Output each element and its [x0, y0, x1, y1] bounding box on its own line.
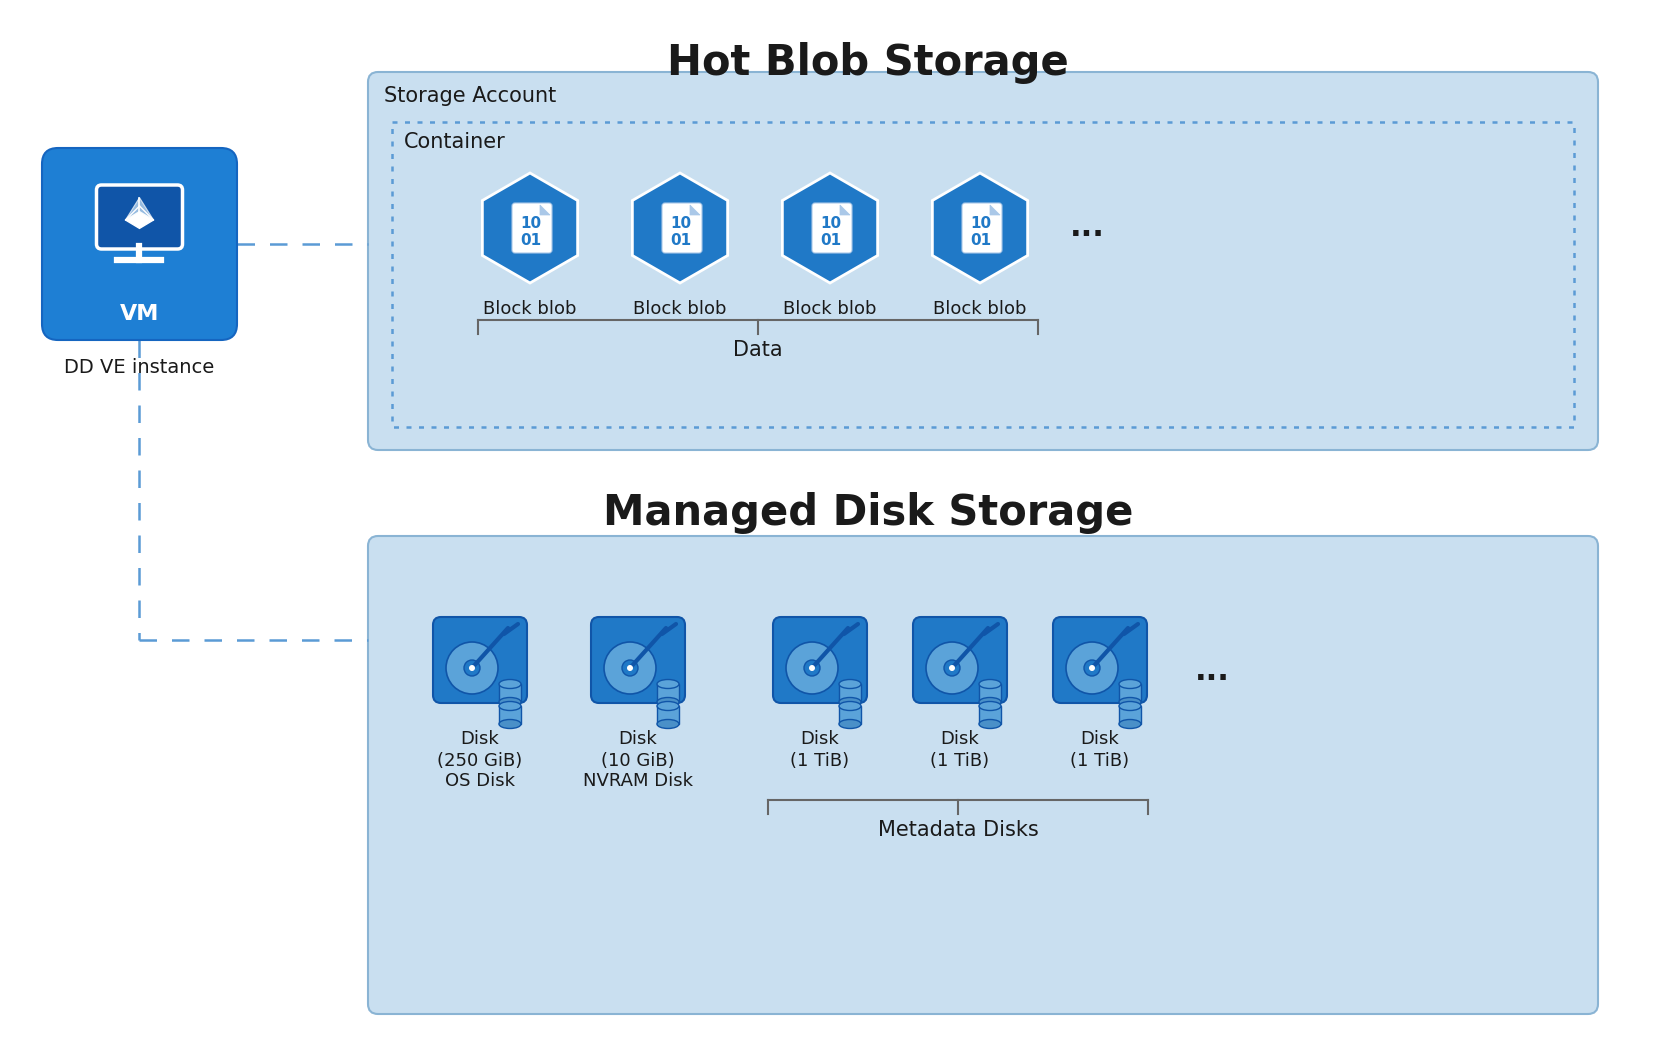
Text: Block blob: Block blob [934, 300, 1027, 318]
Ellipse shape [839, 697, 860, 707]
Bar [978, 684, 1002, 702]
Text: NVRAM Disk: NVRAM Disk [582, 772, 692, 790]
FancyBboxPatch shape [42, 148, 236, 340]
FancyBboxPatch shape [774, 617, 867, 703]
Ellipse shape [1118, 697, 1142, 707]
Ellipse shape [657, 702, 679, 710]
FancyBboxPatch shape [433, 617, 527, 703]
Polygon shape [632, 173, 727, 283]
Circle shape [627, 665, 632, 671]
Circle shape [446, 642, 498, 694]
Text: Block blob: Block blob [784, 300, 877, 318]
Text: DD VE instance: DD VE instance [65, 358, 215, 377]
Text: 10
01: 10 01 [671, 216, 692, 248]
FancyBboxPatch shape [914, 617, 1007, 703]
Polygon shape [990, 205, 1000, 215]
Ellipse shape [499, 697, 521, 707]
Polygon shape [932, 173, 1028, 283]
Text: Block blob: Block blob [634, 300, 727, 318]
Ellipse shape [978, 679, 1002, 689]
Text: 10
01: 10 01 [820, 216, 842, 248]
Bar [839, 684, 860, 702]
Text: Disk
(1 TiB): Disk (1 TiB) [790, 730, 850, 770]
Circle shape [809, 665, 815, 671]
Text: 10
01: 10 01 [970, 216, 992, 248]
Polygon shape [125, 197, 153, 220]
Ellipse shape [657, 679, 679, 689]
Circle shape [785, 642, 839, 694]
Text: Data: Data [734, 340, 782, 360]
Ellipse shape [499, 702, 521, 710]
Text: Disk
(1 TiB): Disk (1 TiB) [930, 730, 990, 770]
Ellipse shape [839, 702, 860, 710]
Ellipse shape [657, 720, 679, 729]
Bar [1118, 684, 1142, 702]
Ellipse shape [978, 697, 1002, 707]
Bar [657, 706, 679, 724]
Text: Block blob: Block blob [483, 300, 577, 318]
Ellipse shape [499, 679, 521, 689]
FancyBboxPatch shape [662, 203, 702, 253]
Circle shape [804, 660, 820, 676]
Polygon shape [691, 205, 701, 215]
Circle shape [1088, 665, 1095, 671]
Bar [839, 706, 860, 724]
FancyBboxPatch shape [513, 203, 552, 253]
Ellipse shape [1118, 720, 1142, 729]
Circle shape [948, 665, 955, 671]
Text: Managed Disk Storage: Managed Disk Storage [602, 492, 1133, 534]
Ellipse shape [839, 720, 860, 729]
Bar [499, 684, 521, 702]
Polygon shape [840, 205, 850, 215]
Polygon shape [541, 205, 551, 215]
Text: 10
01: 10 01 [521, 216, 541, 248]
Text: Hot Blob Storage: Hot Blob Storage [667, 42, 1068, 84]
Circle shape [622, 660, 637, 676]
Circle shape [943, 660, 960, 676]
Ellipse shape [1118, 702, 1142, 710]
Ellipse shape [978, 720, 1002, 729]
FancyBboxPatch shape [962, 203, 1002, 253]
Ellipse shape [978, 702, 1002, 710]
Circle shape [469, 665, 474, 671]
Ellipse shape [499, 720, 521, 729]
Bar [393, 122, 1574, 427]
FancyBboxPatch shape [97, 185, 183, 249]
FancyBboxPatch shape [368, 536, 1597, 1014]
Bar [657, 684, 679, 702]
Text: ...: ... [1195, 657, 1230, 687]
Circle shape [1067, 642, 1118, 694]
Text: Disk
(1 TiB): Disk (1 TiB) [1070, 730, 1130, 770]
Circle shape [464, 660, 479, 676]
Text: ...: ... [1070, 213, 1105, 243]
Ellipse shape [1118, 679, 1142, 689]
Circle shape [604, 642, 656, 694]
Text: Disk
(10 GiB): Disk (10 GiB) [601, 730, 676, 770]
Circle shape [1083, 660, 1100, 676]
Text: OS Disk: OS Disk [444, 772, 514, 790]
Bar [499, 706, 521, 724]
Bar [1118, 706, 1142, 724]
Bar [978, 706, 1002, 724]
Text: Storage Account: Storage Account [384, 87, 556, 106]
Text: Disk
(250 GiB): Disk (250 GiB) [438, 730, 522, 770]
Circle shape [925, 642, 978, 694]
Text: Container: Container [404, 132, 506, 152]
FancyBboxPatch shape [812, 203, 852, 253]
Polygon shape [125, 212, 153, 228]
Text: VM: VM [120, 304, 160, 324]
FancyBboxPatch shape [1053, 617, 1146, 703]
FancyBboxPatch shape [368, 72, 1597, 450]
Polygon shape [483, 173, 577, 283]
FancyBboxPatch shape [591, 617, 686, 703]
Text: Metadata Disks: Metadata Disks [877, 820, 1038, 840]
Ellipse shape [657, 697, 679, 707]
Ellipse shape [839, 679, 860, 689]
Polygon shape [782, 173, 877, 283]
